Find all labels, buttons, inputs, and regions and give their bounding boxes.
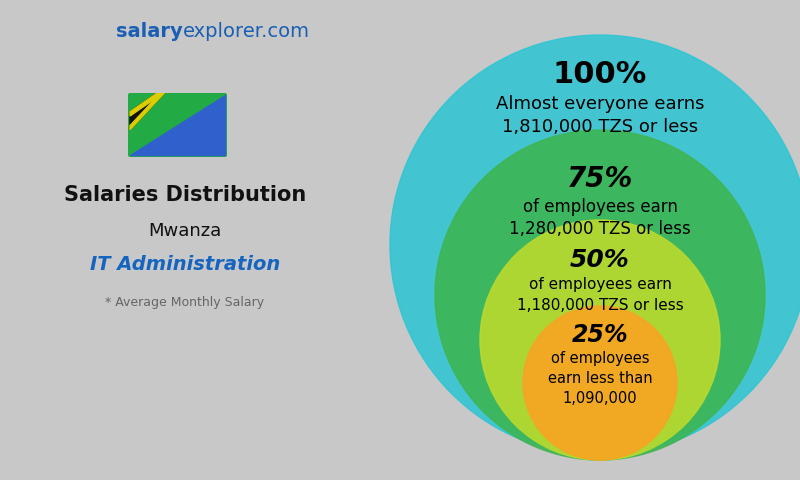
Polygon shape <box>130 95 225 155</box>
Text: 75%: 75% <box>567 165 633 193</box>
Text: 1,180,000 TZS or less: 1,180,000 TZS or less <box>517 298 683 313</box>
Text: 25%: 25% <box>572 323 628 347</box>
Text: of employees earn: of employees earn <box>529 277 671 292</box>
Text: earn less than: earn less than <box>548 371 652 386</box>
Text: IT Administration: IT Administration <box>90 255 280 274</box>
Polygon shape <box>130 24 225 130</box>
Text: 1,280,000 TZS or less: 1,280,000 TZS or less <box>509 220 691 238</box>
Text: Salaries Distribution: Salaries Distribution <box>64 185 306 205</box>
Circle shape <box>435 130 765 460</box>
Polygon shape <box>130 46 225 116</box>
Text: of employees: of employees <box>550 351 650 366</box>
Text: 1,810,000 TZS or less: 1,810,000 TZS or less <box>502 118 698 136</box>
Text: 1,090,000: 1,090,000 <box>562 391 638 406</box>
Text: of employees earn: of employees earn <box>522 198 678 216</box>
Text: salary: salary <box>116 22 183 41</box>
Text: Mwanza: Mwanza <box>148 222 222 240</box>
Text: * Average Monthly Salary: * Average Monthly Salary <box>106 296 265 309</box>
Text: 100%: 100% <box>553 60 647 89</box>
Circle shape <box>480 220 720 460</box>
FancyBboxPatch shape <box>128 93 227 157</box>
Circle shape <box>523 306 677 460</box>
Text: explorer.com: explorer.com <box>183 22 310 41</box>
Polygon shape <box>130 28 225 130</box>
Text: Almost everyone earns: Almost everyone earns <box>496 95 704 113</box>
Circle shape <box>390 35 800 455</box>
Text: 50%: 50% <box>570 248 630 272</box>
